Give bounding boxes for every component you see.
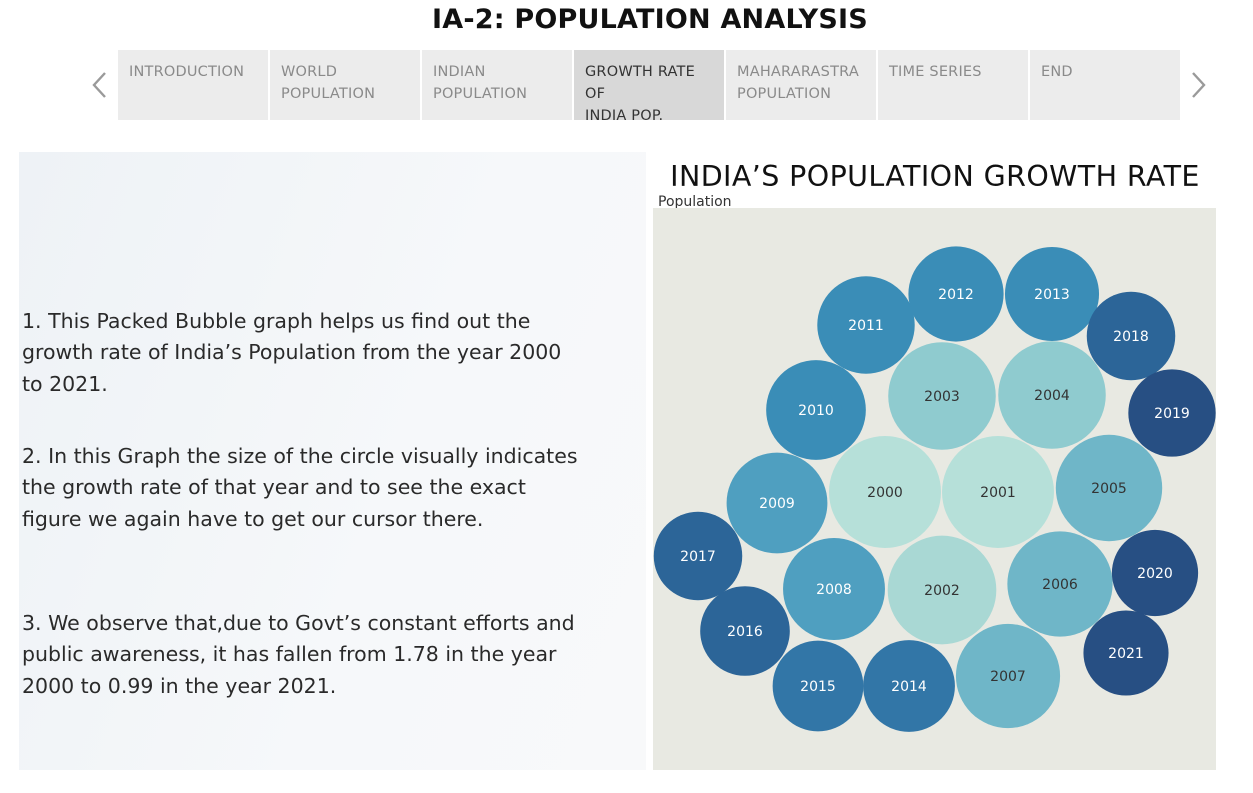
- description-paragraph-1: 1. This Packed Bubble graph helps us fin…: [22, 309, 562, 396]
- bubble-label-2019: 2019: [1154, 406, 1190, 422]
- bubble-label-2003: 2003: [924, 389, 960, 405]
- bubble-2000[interactable]: [829, 436, 941, 548]
- tab-label: END: [1041, 64, 1073, 80]
- tab-introduction[interactable]: INTRODUCTION: [118, 50, 268, 120]
- bubble-2017[interactable]: [653, 511, 743, 601]
- chevron-left-icon[interactable]: [90, 70, 110, 100]
- bubble-label-2020: 2020: [1137, 566, 1173, 582]
- bubble-label-2002: 2002: [924, 583, 960, 599]
- bubble-label-2018: 2018: [1113, 329, 1149, 345]
- bubble-chart: 2000 2001 2002 2003 2004 2005 2006 2007 2008 2009…: [653, 208, 1216, 770]
- bubble-label-2009: 2009: [759, 496, 795, 512]
- tab-indian-population[interactable]: INDIAN POPULATION: [422, 50, 572, 120]
- tab-growth-rate[interactable]: GROWTH RATE OF INDIA POP.: [574, 50, 724, 124]
- page-title: IA-2: POPULATION ANALYSIS: [432, 4, 868, 35]
- bubble-2004[interactable]: [998, 341, 1106, 449]
- tab-label: POPULATION: [737, 86, 832, 102]
- bubble-2018[interactable]: [1086, 291, 1176, 381]
- tab-label: TIME SERIES: [889, 64, 982, 80]
- bubble-2001[interactable]: [942, 436, 1054, 548]
- bubble-label-2004: 2004: [1034, 388, 1070, 404]
- tab-time-series[interactable]: TIME SERIES: [878, 50, 1028, 120]
- bubble-2015[interactable]: [772, 640, 864, 732]
- bubble-label-2012: 2012: [938, 287, 974, 303]
- bubble-chart-svg: 2000 2001 2002 2003 2004 2005 2006 2007 2008 2009…: [653, 246, 1216, 732]
- tab-label: GROWTH RATE OF: [585, 64, 695, 102]
- bubble-label-2007: 2007: [990, 669, 1026, 685]
- description-panel: 1. This Packed Bubble graph helps us fin…: [19, 152, 646, 770]
- chevron-right-icon[interactable]: [1188, 70, 1208, 100]
- description-paragraph-3: 3. We observe that,due to Govt’s constan…: [22, 611, 575, 698]
- bubble-2010[interactable]: [766, 360, 866, 460]
- bubble-label-2021: 2021: [1108, 646, 1144, 662]
- bubble-label-2008: 2008: [816, 582, 852, 598]
- bubble-2008[interactable]: [783, 538, 885, 640]
- description-paragraph-2: 2. In this Graph the size of the circle …: [22, 444, 578, 531]
- tab-label: POPULATION: [433, 86, 528, 102]
- bubble-2005[interactable]: [1055, 434, 1163, 542]
- bubble-2019[interactable]: [1128, 369, 1216, 457]
- tab-label: INTRODUCTION: [129, 64, 245, 80]
- bubble-2003[interactable]: [888, 342, 996, 450]
- bubble-label-2013: 2013: [1034, 287, 1070, 303]
- bubble-2016[interactable]: [700, 586, 790, 676]
- tab-label: POPULATION: [281, 86, 376, 102]
- tab-label: INDIA POP.: [585, 108, 664, 124]
- bubble-label-2005: 2005: [1091, 481, 1127, 497]
- bubble-label-2017: 2017: [680, 549, 716, 565]
- tab-end[interactable]: END: [1030, 50, 1180, 120]
- tab-label: INDIAN: [433, 64, 486, 80]
- bubble-2002[interactable]: [887, 535, 997, 645]
- bubble-label-2010: 2010: [798, 403, 834, 419]
- bubble-2011[interactable]: [817, 276, 915, 374]
- legend-title: Population: [658, 194, 732, 210]
- bubble-label-2016: 2016: [727, 624, 763, 640]
- bubble-label-2011: 2011: [848, 318, 884, 334]
- bubble-2014[interactable]: [863, 640, 955, 732]
- bubble-label-2014: 2014: [891, 679, 927, 695]
- bubble-label-2000: 2000: [867, 485, 903, 501]
- bubble-2021[interactable]: [1083, 610, 1169, 696]
- bubble-2009[interactable]: [726, 452, 828, 554]
- bubble-2012[interactable]: [908, 246, 1004, 342]
- bubble-label-2006: 2006: [1042, 577, 1078, 593]
- tab-label: WORLD: [281, 64, 338, 80]
- bubble-2013[interactable]: [1004, 246, 1100, 342]
- tab-maharashtra-population[interactable]: MAHARARASTRA POPULATION: [726, 50, 876, 120]
- bubble-2020[interactable]: [1111, 529, 1199, 617]
- bubble-label-2015: 2015: [800, 679, 836, 695]
- chart-title: INDIA’S POPULATION GROWTH RATE: [670, 160, 1200, 193]
- bubble-2006[interactable]: [1007, 531, 1113, 637]
- tab-label: MAHARARASTRA: [737, 64, 859, 80]
- tab-world-population[interactable]: WORLD POPULATION: [270, 50, 420, 120]
- bubble-2007[interactable]: [955, 623, 1061, 729]
- bubble-label-2001: 2001: [980, 485, 1016, 501]
